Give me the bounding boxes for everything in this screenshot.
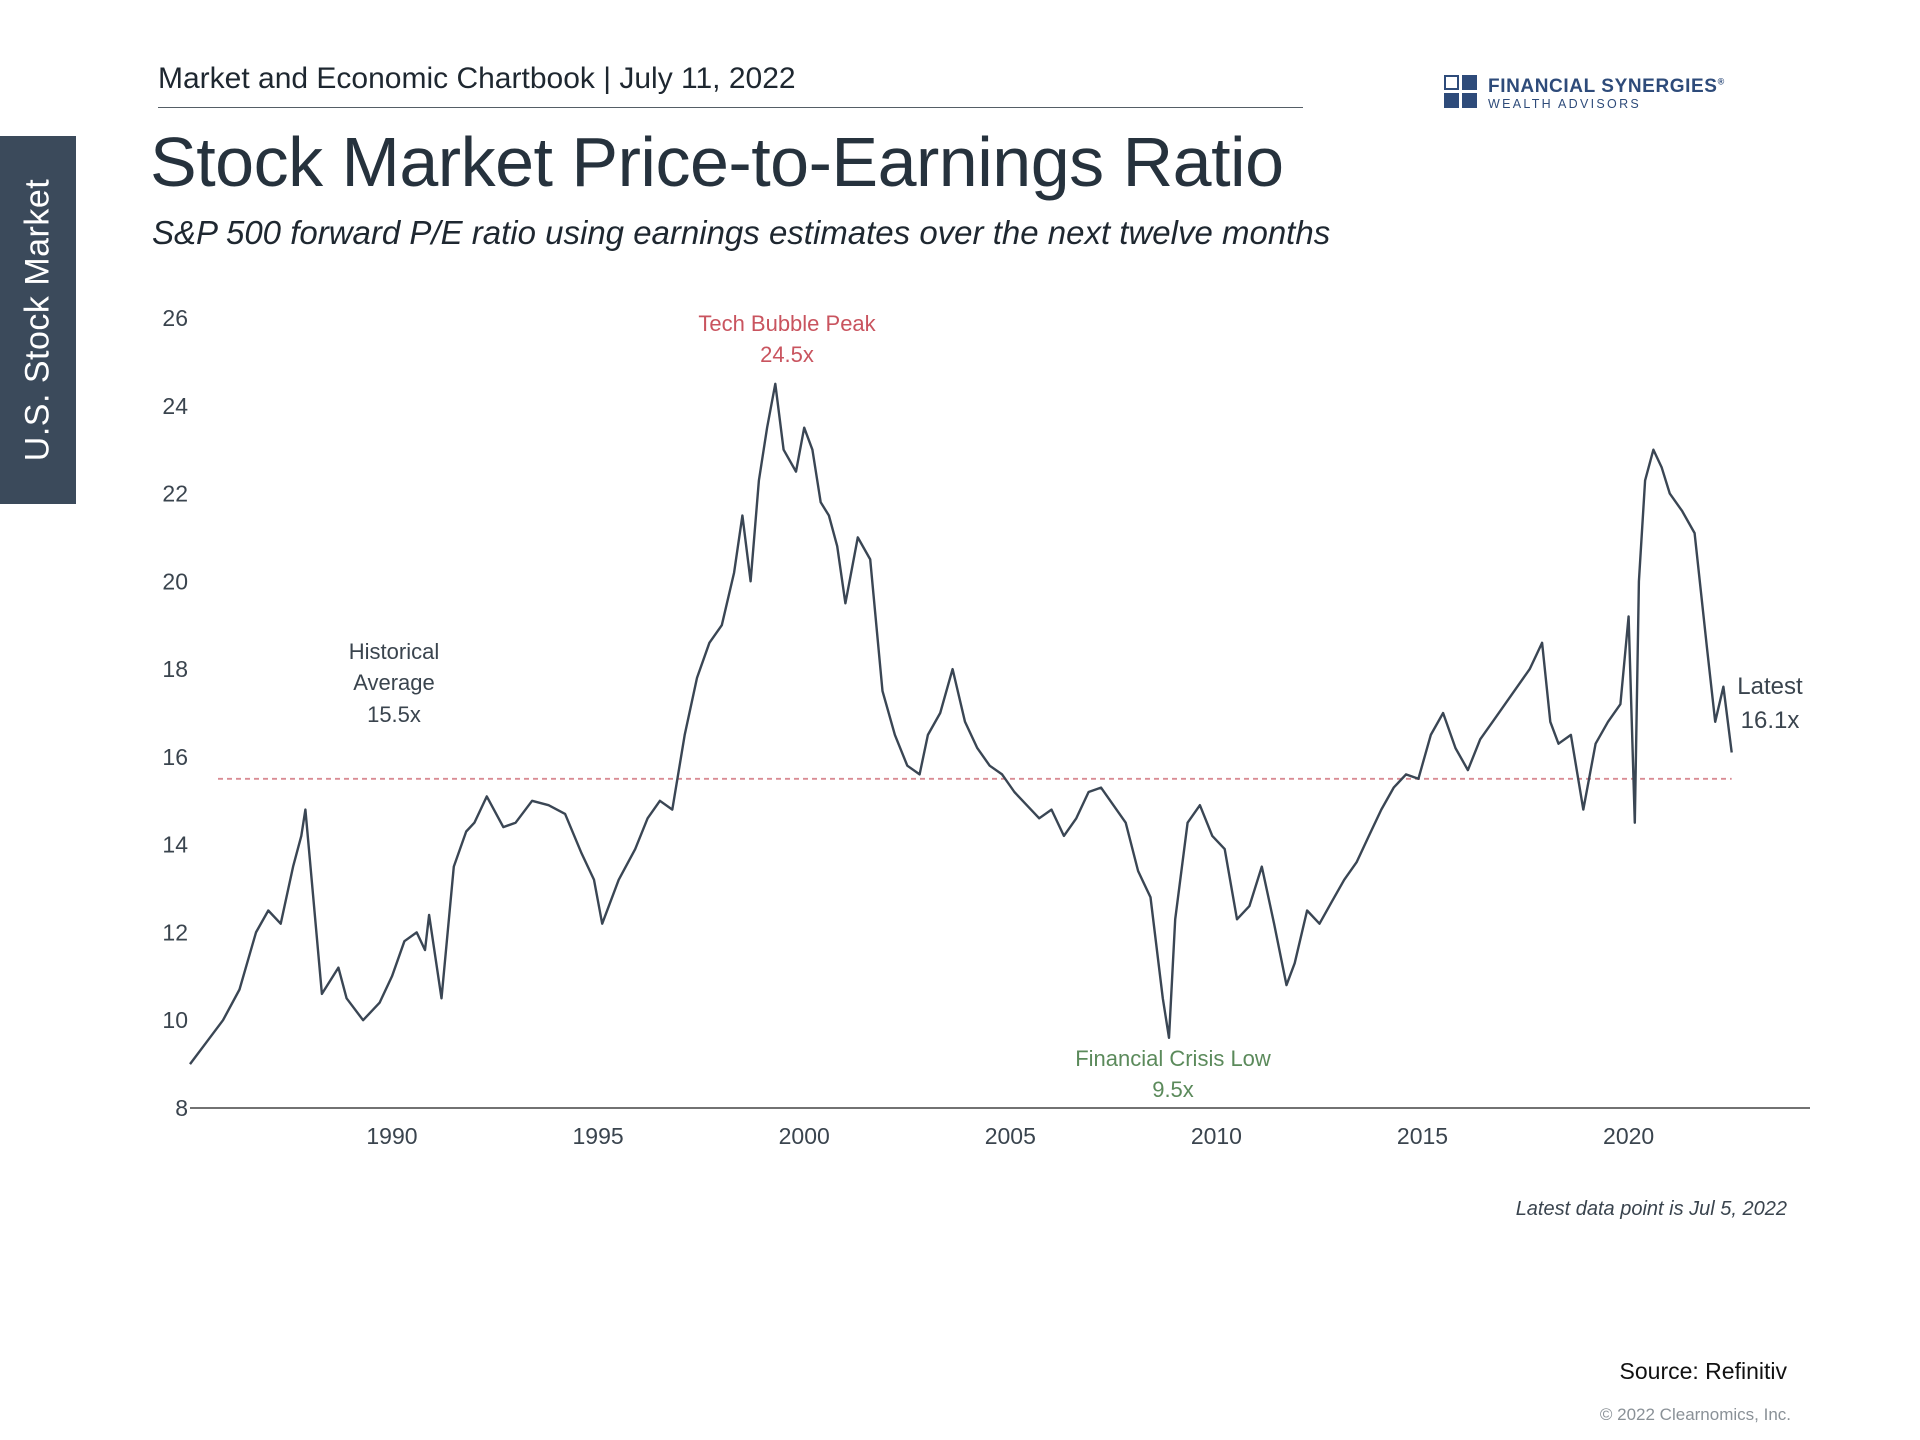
source-label: Source: Refinitiv <box>1619 1358 1787 1384</box>
header-divider <box>158 107 1303 108</box>
x-tick-label: 2005 <box>985 1123 1036 1149</box>
y-tick-label: 18 <box>162 656 188 682</box>
section-side-tab: U.S. Stock Market <box>0 136 76 504</box>
x-tick-label: 2020 <box>1603 1123 1654 1149</box>
latest-annotation-value: 16.1x <box>1741 707 1800 734</box>
x-tick-label: 1995 <box>573 1123 624 1149</box>
chartbook-header: Market and Economic Chartbook | July 11,… <box>158 62 796 95</box>
company-logo: FINANCIAL SYNERGIES® WEALTH ADVISORS <box>1444 73 1764 113</box>
latest-data-note: Latest data point is Jul 5, 2022 <box>1515 1198 1787 1220</box>
x-tick-label: 2015 <box>1397 1123 1448 1149</box>
average-annotation-label-2: Average <box>353 670 435 695</box>
y-tick-label: 22 <box>162 481 188 507</box>
page-title: Stock Market Price-to-Earnings Ratio <box>150 123 1284 201</box>
y-tick-label: 12 <box>162 919 188 945</box>
x-tick-label: 2000 <box>779 1123 830 1149</box>
y-tick-label: 24 <box>162 393 188 419</box>
y-tick-label: 26 <box>162 305 188 331</box>
x-tick-label: 2010 <box>1191 1123 1242 1149</box>
y-tick-label: 8 <box>175 1095 188 1121</box>
low-annotation-label: Financial Crisis Low <box>1075 1046 1271 1071</box>
peak-annotation-label: Tech Bubble Peak <box>698 311 876 336</box>
average-annotation-label-1: Historical <box>349 639 439 664</box>
logo-mark-icon <box>1444 75 1478 109</box>
logo-subtitle: WEALTH ADVISORS <box>1488 97 1642 111</box>
pe-series-line <box>189 382 1733 1065</box>
y-tick-label: 16 <box>162 744 188 770</box>
copyright: © 2022 Clearnomics, Inc. <box>1599 1405 1791 1424</box>
x-tick-label: 1990 <box>366 1123 417 1149</box>
peak-annotation-value: 24.5x <box>760 342 814 367</box>
latest-annotation-label: Latest <box>1737 673 1803 700</box>
y-tick-label: 14 <box>162 832 188 858</box>
y-tick-label: 20 <box>162 568 188 594</box>
logo-name: FINANCIAL SYNERGIES® <box>1488 76 1725 97</box>
y-tick-label: 10 <box>162 1007 188 1033</box>
average-annotation-value: 15.5x <box>367 702 421 727</box>
page-subtitle: S&P 500 forward P/E ratio using earnings… <box>152 214 1331 251</box>
low-annotation-value: 9.5x <box>1152 1077 1194 1102</box>
